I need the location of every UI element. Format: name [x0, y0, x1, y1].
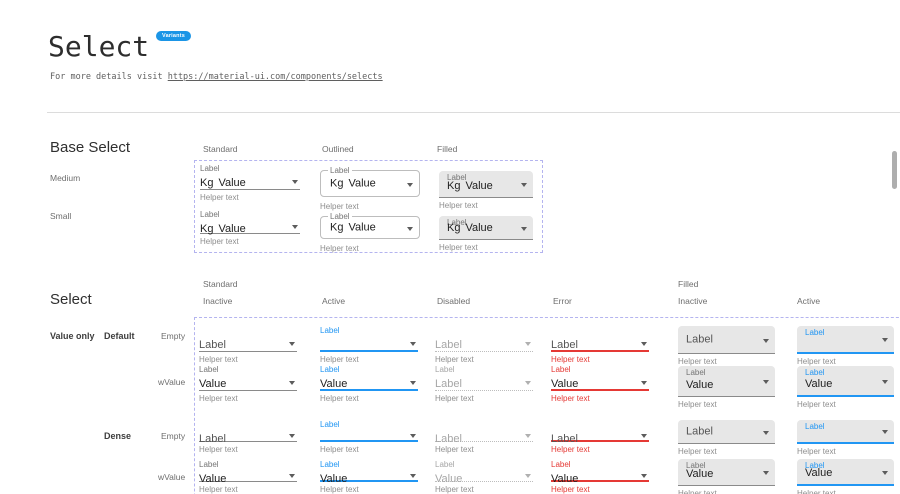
row-header-empty-dense: Empty — [161, 431, 186, 441]
dropdown-arrow-icon — [410, 433, 416, 438]
dropdown-arrow-icon — [407, 182, 413, 187]
dropdown-arrow-icon — [641, 380, 647, 385]
adornment: Kg — [200, 177, 214, 189]
select-inactive-empty[interactable]: Label Helper text — [199, 327, 297, 364]
column-header-disabled: Disabled — [437, 296, 471, 306]
page-title: Select — [48, 30, 150, 63]
docs-link[interactable]: https://material-ui.com/components/selec… — [167, 72, 383, 82]
select-error-empty[interactable]: Label Helper text — [551, 327, 649, 364]
dropdown-arrow-icon — [525, 434, 531, 438]
row-header-empty: Empty — [161, 331, 186, 341]
select-filled-dense-active-wvalue[interactable]: Label Value Helper text — [797, 459, 894, 494]
dropdown-arrow-icon — [407, 226, 413, 231]
dropdown-arrow-icon — [763, 430, 769, 435]
dropdown-arrow-icon — [521, 226, 527, 231]
select-dense-active-empty[interactable]: Label Helper text — [320, 421, 418, 454]
column-header-active: Active — [322, 296, 346, 306]
adornment: Kg — [330, 177, 344, 189]
dropdown-arrow-icon — [289, 381, 295, 385]
dropdown-arrow-icon — [525, 474, 531, 478]
row-group-label: Value only — [50, 331, 95, 341]
base-select-outlined-small[interactable]: Label Kg Value — [320, 213, 420, 239]
adornment: Kg — [447, 180, 461, 192]
group-header-standard: Standard — [203, 279, 238, 289]
select-filled-inactive-empty[interactable]: Label Helper text — [678, 326, 775, 366]
select-active-wvalue[interactable]: Label Value Helper text — [320, 366, 418, 403]
select-filled-dense-inactive-wvalue[interactable]: Label Value Helper text — [678, 459, 775, 494]
select-filled-active-empty[interactable]: Label Helper text — [797, 326, 894, 366]
variants-badge: Variants — [156, 31, 192, 41]
base-select-outlined-medium[interactable]: Label Kg Value — [320, 167, 420, 197]
dropdown-arrow-icon — [641, 473, 647, 478]
row-header-wvalue: wValue — [158, 377, 186, 387]
column-header-filled-active: Active — [797, 296, 821, 306]
dropdown-arrow-icon — [882, 338, 888, 342]
dropdown-arrow-icon — [521, 183, 527, 187]
select-inactive-wvalue[interactable]: Label Value Helper text — [199, 366, 297, 403]
select-story-frame — [194, 317, 900, 494]
dropdown-arrow-icon — [410, 380, 416, 385]
select-dense-disabled-empty: Label Helper text — [435, 421, 533, 454]
row-header-small: Small — [50, 211, 72, 221]
base-select-standard-medium[interactable]: Label Kg Value Helper text — [200, 165, 300, 202]
select-dense-active-wvalue[interactable]: Label Value Helper text — [320, 461, 418, 494]
dropdown-arrow-icon — [410, 473, 416, 478]
column-header-filled-inactive: Inactive — [678, 296, 708, 306]
dropdown-arrow-icon — [289, 342, 295, 346]
select-dense-error-empty[interactable]: Label Helper text — [551, 421, 649, 454]
dropdown-arrow-icon — [763, 471, 769, 475]
dropdown-arrow-icon — [641, 433, 647, 438]
select-dense-inactive-empty[interactable]: Label Helper text — [199, 421, 297, 454]
select-dense-error-wvalue[interactable]: Label Value Helper text — [551, 461, 649, 494]
select-filled-dense-inactive-empty[interactable]: Label Helper text — [678, 420, 775, 456]
row-header-medium: Medium — [50, 173, 81, 183]
row-header-wvalue-dense: wValue — [158, 472, 186, 482]
adornment: Kg — [330, 221, 344, 233]
select-filled-active-wvalue[interactable]: Label Value Helper text — [797, 366, 894, 409]
column-header-error: Error — [553, 296, 572, 306]
dropdown-arrow-icon — [410, 341, 416, 346]
dropdown-arrow-icon — [882, 430, 888, 434]
group-header-filled: Filled — [678, 279, 699, 289]
column-header-inactive: Inactive — [203, 296, 233, 306]
dropdown-arrow-icon — [882, 470, 888, 475]
base-select-story-frame — [194, 160, 543, 253]
column-header-standard: Standard — [203, 144, 238, 154]
header-divider — [47, 112, 900, 113]
base-select-filled-medium[interactable]: Label Kg Value Helper text — [439, 171, 533, 210]
column-header-filled: Filled — [437, 144, 458, 154]
select-active-empty[interactable]: Label Helper text — [320, 327, 418, 364]
select-dense-disabled-wvalue: Label Value Helper text — [435, 461, 533, 494]
base-select-heading: Base Select — [50, 139, 131, 156]
subtitle: For more details visit https://material-… — [50, 72, 383, 82]
dropdown-arrow-icon — [641, 341, 647, 346]
select-dense-inactive-wvalue[interactable]: Label Value Helper text — [199, 461, 297, 494]
subtitle-text: For more details visit — [50, 72, 168, 82]
dropdown-arrow-icon — [289, 434, 295, 438]
select-disabled-empty: Label Helper text — [435, 327, 533, 364]
row-header-default: Default — [104, 331, 135, 341]
dropdown-arrow-icon — [763, 380, 769, 384]
base-select-standard-small[interactable]: Label Kg Value Helper text — [200, 211, 300, 246]
dropdown-arrow-icon — [763, 338, 769, 343]
select-error-wvalue[interactable]: Label Value Helper text — [551, 366, 649, 403]
dropdown-arrow-icon — [525, 342, 531, 346]
row-header-dense: Dense — [104, 431, 132, 441]
dropdown-arrow-icon — [882, 379, 888, 384]
select-filled-dense-active-empty[interactable]: Label Helper text — [797, 420, 894, 456]
adornment: Kg — [447, 222, 461, 234]
dropdown-arrow-icon — [525, 381, 531, 385]
dropdown-arrow-icon — [292, 225, 298, 229]
scrollbar-thumb[interactable] — [892, 151, 897, 189]
adornment: Kg — [200, 223, 214, 235]
base-select-filled-small[interactable]: Label Kg Value Helper text — [439, 216, 533, 252]
column-header-outlined: Outlined — [322, 144, 354, 154]
dropdown-arrow-icon — [292, 180, 298, 184]
select-filled-inactive-wvalue[interactable]: Label Value Helper text — [678, 366, 775, 409]
dropdown-arrow-icon — [289, 474, 295, 478]
select-disabled-wvalue: Label Label Helper text — [435, 366, 533, 403]
select-heading: Select — [50, 291, 92, 308]
